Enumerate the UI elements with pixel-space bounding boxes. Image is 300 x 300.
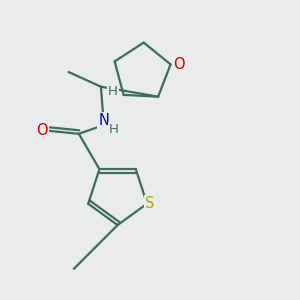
Text: H: H	[109, 123, 119, 136]
Text: O: O	[36, 123, 48, 138]
Text: H: H	[108, 85, 118, 98]
Text: O: O	[174, 57, 185, 72]
Text: S: S	[145, 196, 154, 211]
Text: N: N	[98, 113, 109, 128]
